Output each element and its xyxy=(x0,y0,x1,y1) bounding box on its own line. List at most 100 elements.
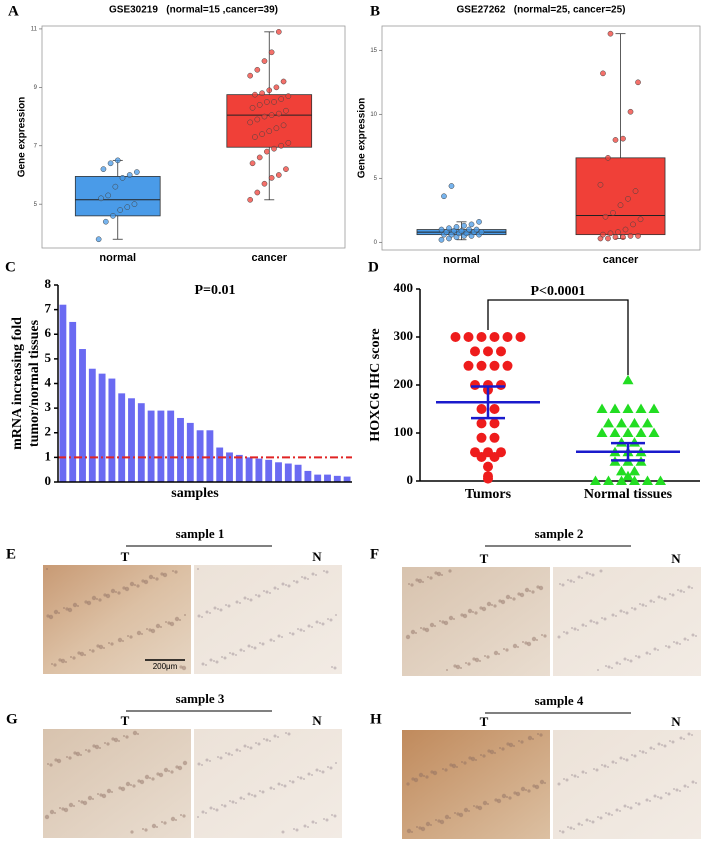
texture xyxy=(534,784,540,790)
texture xyxy=(631,607,633,609)
texture xyxy=(48,614,54,620)
texture xyxy=(143,579,149,585)
texture xyxy=(225,604,227,606)
texture xyxy=(89,649,91,651)
texture xyxy=(531,590,535,594)
data-point xyxy=(629,417,640,428)
texture xyxy=(160,626,162,628)
texture xyxy=(261,790,265,794)
texture xyxy=(54,812,56,814)
texture xyxy=(513,745,515,747)
data-point xyxy=(612,234,619,241)
bar xyxy=(284,463,292,482)
y-tick-label: 200 xyxy=(394,376,414,391)
texture xyxy=(49,763,53,767)
texture xyxy=(515,791,521,797)
texture xyxy=(169,621,175,627)
bar xyxy=(235,454,243,482)
texture xyxy=(130,784,132,786)
texture xyxy=(219,756,223,760)
texture xyxy=(673,641,675,643)
texture xyxy=(663,744,667,748)
texture xyxy=(68,756,72,760)
texture xyxy=(442,768,444,770)
texture xyxy=(520,786,526,792)
texture xyxy=(283,784,287,788)
texture xyxy=(97,793,99,795)
data-point xyxy=(630,221,636,228)
texture xyxy=(439,819,445,825)
texture xyxy=(110,642,114,646)
texture xyxy=(567,579,569,581)
texture xyxy=(141,579,145,583)
panel-label: G xyxy=(6,711,18,727)
texture xyxy=(53,609,59,615)
texture xyxy=(486,601,492,607)
texture xyxy=(101,793,107,799)
texture xyxy=(494,752,496,754)
texture xyxy=(315,574,317,576)
box xyxy=(575,157,666,236)
data-point xyxy=(600,70,606,77)
texture xyxy=(449,817,451,819)
texture xyxy=(518,740,520,742)
texture xyxy=(569,826,573,830)
texture xyxy=(441,574,443,576)
data-point xyxy=(271,99,277,105)
data-point xyxy=(285,139,292,146)
bar xyxy=(314,474,322,482)
normal-label: N xyxy=(671,551,681,566)
texture xyxy=(631,754,633,756)
texture xyxy=(209,806,213,810)
texture xyxy=(522,641,524,643)
bar xyxy=(333,475,341,482)
texture xyxy=(149,777,151,779)
data-point xyxy=(489,332,500,342)
texture xyxy=(205,664,207,666)
texture xyxy=(217,608,219,610)
texture xyxy=(297,628,299,630)
data-point xyxy=(446,225,452,232)
texture xyxy=(239,602,241,604)
texture xyxy=(475,805,479,809)
texture xyxy=(77,605,79,607)
texture xyxy=(231,800,235,804)
data-point xyxy=(617,202,624,209)
texture xyxy=(512,643,518,649)
texture xyxy=(625,758,629,762)
texture xyxy=(653,748,655,750)
texture xyxy=(148,628,152,632)
data-point xyxy=(637,216,644,223)
y-tick-label: 5 xyxy=(374,176,378,182)
texture xyxy=(329,618,333,622)
texture xyxy=(221,804,223,806)
texture xyxy=(91,595,97,601)
texture xyxy=(538,585,544,591)
data-point xyxy=(602,213,609,220)
texture xyxy=(235,600,239,604)
texture xyxy=(333,666,337,670)
texture xyxy=(503,648,505,650)
texture xyxy=(573,774,577,778)
texture xyxy=(453,664,457,668)
texture xyxy=(645,605,647,607)
data-point xyxy=(283,107,289,114)
texture xyxy=(215,660,219,664)
sample-label: sample 1 xyxy=(176,526,225,541)
texture xyxy=(243,744,247,748)
texture xyxy=(197,614,201,618)
bar xyxy=(226,452,233,482)
texture xyxy=(567,826,569,828)
texture xyxy=(277,634,281,638)
texture xyxy=(498,599,502,603)
texture xyxy=(467,662,471,666)
texture xyxy=(501,747,505,751)
texture xyxy=(615,808,619,812)
texture xyxy=(683,738,685,740)
texture xyxy=(155,623,161,629)
data-point xyxy=(620,135,626,142)
texture xyxy=(111,737,115,741)
texture xyxy=(243,798,245,800)
texture xyxy=(675,641,679,645)
texture xyxy=(484,655,486,657)
